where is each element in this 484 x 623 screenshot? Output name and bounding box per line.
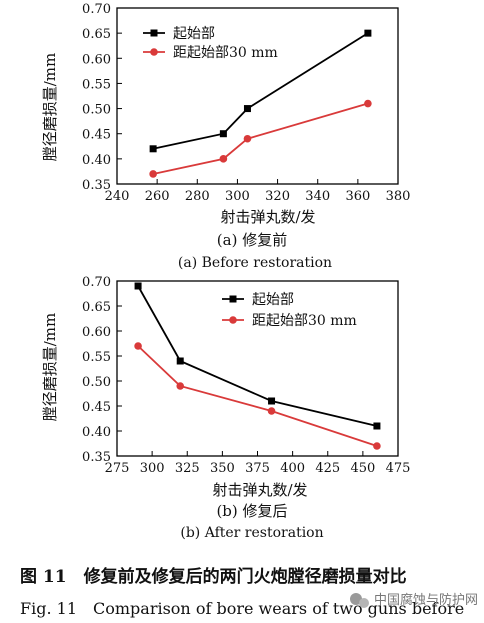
- chart-after-restoration: 275 300 325 350 375 400 425 450 475 0.35 0.40 0.45 0…: [82, 275, 410, 476]
- legend-marker: [229, 316, 237, 324]
- wechat-icon: [350, 593, 369, 608]
- legend-marker: [229, 295, 237, 303]
- x-tick-label: 400: [280, 461, 305, 476]
- watermark-text: 中国腐蚀与防护网: [374, 592, 478, 608]
- x-tick-label: 340: [305, 189, 330, 204]
- chart-a-xlabel: 射击弹丸数/发: [220, 208, 315, 226]
- series-line-0: [152, 32, 369, 150]
- legend-marker: [150, 29, 158, 37]
- y-tick-label: 0.45: [82, 400, 111, 415]
- legend-label: 起始部: [252, 292, 294, 308]
- data-point: [373, 442, 381, 450]
- x-tick-label: 475: [386, 461, 411, 476]
- data-point: [373, 422, 381, 430]
- data-point: [267, 407, 276, 415]
- y-tick-label: 0.35: [82, 178, 111, 193]
- legend-label: 距起始部30 mm: [252, 313, 357, 329]
- y-tick-label: 0.70: [82, 275, 111, 290]
- data-point: [219, 130, 227, 138]
- y-tick-label: 0.35: [82, 450, 111, 465]
- data-point: [149, 170, 157, 178]
- y-tick-label: 0.60: [82, 52, 111, 67]
- y-tick-label: 0.50: [82, 103, 111, 118]
- legend-marker: [150, 48, 158, 56]
- legend-label: 距起始部30 mm: [173, 45, 278, 61]
- series-line-0: [137, 285, 378, 427]
- chart-b-subtitle-en: (b) After restoration: [180, 525, 323, 541]
- data-point: [268, 397, 276, 405]
- x-tick-label: 425: [315, 461, 340, 476]
- series-line-1: [152, 102, 369, 175]
- chart-a-subtitle-en: (a) Before restoration: [178, 255, 332, 271]
- watermark: 中国腐蚀与防护网: [350, 592, 478, 608]
- data-point: [243, 105, 251, 113]
- x-tick-label: 350: [210, 461, 235, 476]
- chart-a-subtitle-cn: (a) 修复前: [217, 231, 287, 249]
- y-tick-label: 0.60: [82, 325, 111, 340]
- legend-label: 起始部: [173, 26, 215, 42]
- x-tick-label: 275: [105, 461, 130, 476]
- x-tick-label: 320: [265, 189, 290, 204]
- data-point: [243, 134, 252, 143]
- y-tick-label: 0.55: [82, 77, 111, 92]
- x-tick-label: 280: [185, 189, 210, 204]
- data-point: [364, 29, 372, 37]
- chart-b-subtitle-cn: (b) 修复后: [216, 502, 287, 520]
- y-tick-label: 0.65: [82, 27, 111, 42]
- y-tick-label: 0.45: [82, 128, 111, 143]
- data-point: [176, 382, 185, 390]
- y-tick-label: 0.70: [82, 2, 111, 17]
- x-tick-label: 240: [105, 189, 130, 204]
- x-tick-label: 300: [140, 461, 165, 476]
- x-tick-label: 380: [386, 189, 411, 204]
- chart-before-restoration: 240 260 280 300 320 340 360 380 0.35 0.40 0.45 0.50…: [82, 2, 410, 204]
- plot-frame: [116, 7, 399, 185]
- data-point: [364, 99, 372, 108]
- data-point: [176, 357, 184, 365]
- y-tick-label: 0.65: [82, 300, 111, 315]
- x-tick-label: 300: [225, 189, 250, 204]
- x-tick-label: 260: [145, 189, 170, 204]
- y-tick-label: 0.55: [82, 350, 111, 365]
- data-point: [134, 342, 142, 350]
- chart-b-xlabel: 射击弹丸数/发: [212, 481, 307, 499]
- x-tick-label: 360: [345, 189, 370, 204]
- data-point: [149, 145, 157, 153]
- figure-caption-cn: 图 11 修复前及修复后的两门火炮膛径磨损量对比: [20, 566, 407, 587]
- data-point: [134, 282, 142, 290]
- x-tick-label: 450: [350, 461, 375, 476]
- chart-b-ylabel: 膛径磨损量/mm: [41, 313, 59, 422]
- x-tick-label: 375: [245, 461, 270, 476]
- y-tick-label: 0.40: [82, 153, 111, 168]
- x-tick-label: 325: [175, 461, 200, 476]
- y-tick-label: 0.50: [82, 375, 111, 390]
- y-tick-label: 0.40: [82, 425, 111, 440]
- chart-a-ylabel: 膛径磨损量/mm: [41, 53, 59, 162]
- series-line-1: [137, 345, 378, 447]
- data-point: [219, 155, 228, 163]
